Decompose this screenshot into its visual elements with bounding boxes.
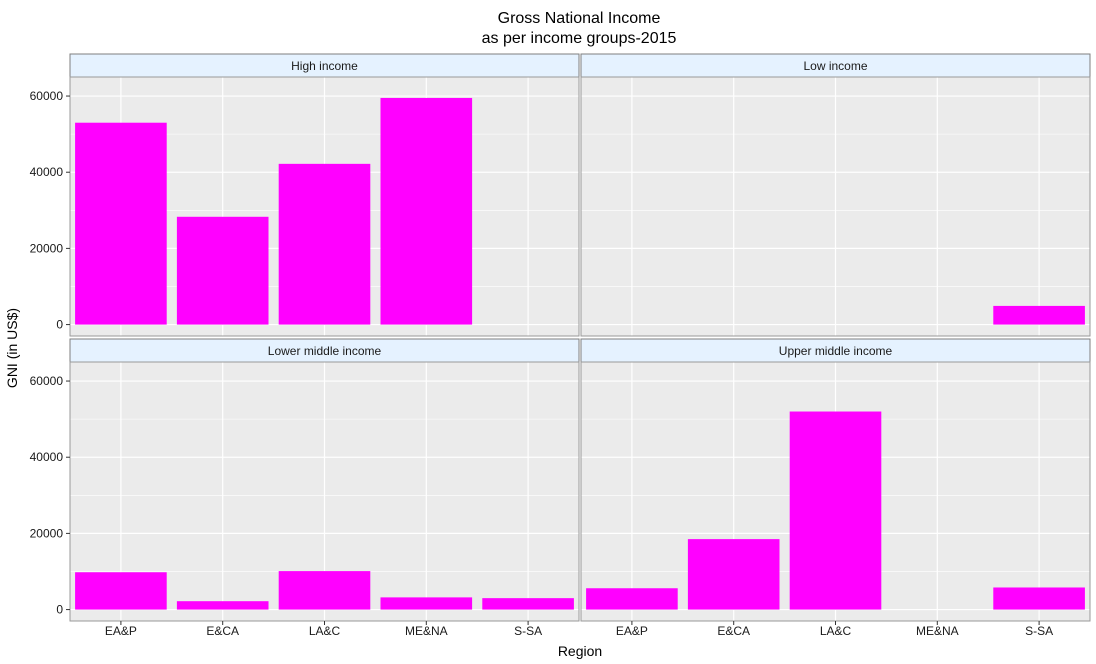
y-tick-label: 20000 — [30, 526, 64, 540]
bar — [176, 216, 269, 325]
y-tick-label: 0 — [56, 603, 63, 617]
facet-panel: Low income — [580, 53, 1091, 337]
chart-subtitle: as per income groups-2015 — [482, 30, 677, 47]
y-tick-label: 40000 — [30, 450, 64, 464]
y-tick-label: 0 — [56, 318, 63, 332]
bar — [75, 122, 167, 325]
bar — [789, 411, 882, 610]
x-tick-label: EA&P — [105, 624, 137, 638]
x-axis-title: Region — [558, 643, 602, 659]
bar — [278, 571, 371, 610]
facet-strip-label: Upper middle income — [779, 344, 893, 358]
x-tick-label: ME&NA — [916, 624, 959, 638]
bar — [380, 597, 473, 610]
facet-strip-label: High income — [291, 59, 358, 73]
facet-panels: High income 0 20000 40000 60000 Low income Low… — [30, 53, 1091, 638]
bar — [278, 163, 371, 325]
facet-panel: Upper middle income EA&P E&CA LA&C ME&NA S-SA — [580, 338, 1091, 638]
facet-panel: High income 0 20000 40000 60000 — [30, 53, 580, 337]
y-tick-label: 60000 — [30, 89, 64, 103]
bar — [687, 539, 780, 610]
y-tick-label: 20000 — [30, 241, 64, 255]
y-tick-label: 60000 — [30, 374, 64, 388]
x-tick-label: S-SA — [514, 624, 542, 638]
x-tick-label: LA&C — [820, 624, 852, 638]
y-tick-label: 40000 — [30, 165, 64, 179]
bar — [993, 305, 1085, 325]
bar — [176, 601, 269, 610]
bar — [993, 587, 1085, 610]
x-tick-label: EA&P — [616, 624, 648, 638]
x-tick-label: LA&C — [309, 624, 341, 638]
bar — [586, 588, 678, 610]
x-tick-label: E&CA — [717, 624, 750, 638]
x-tick-label: E&CA — [206, 624, 239, 638]
y-axis-title: GNI (in US$) — [4, 308, 20, 388]
bar — [75, 572, 167, 610]
x-tick-label: ME&NA — [405, 624, 448, 638]
bar — [380, 97, 473, 325]
facet-strip-label: Low income — [803, 59, 867, 73]
panel-border — [580, 76, 1091, 337]
facet-panel: Lower middle income 0 20000 40000 60000 EA&P E… — [30, 338, 580, 638]
chart-title: Gross National Income — [498, 10, 661, 27]
facet-strip-label: Lower middle income — [268, 344, 382, 358]
x-tick-label: S-SA — [1025, 624, 1053, 638]
panel-border — [69, 76, 580, 337]
bar — [482, 598, 574, 610]
